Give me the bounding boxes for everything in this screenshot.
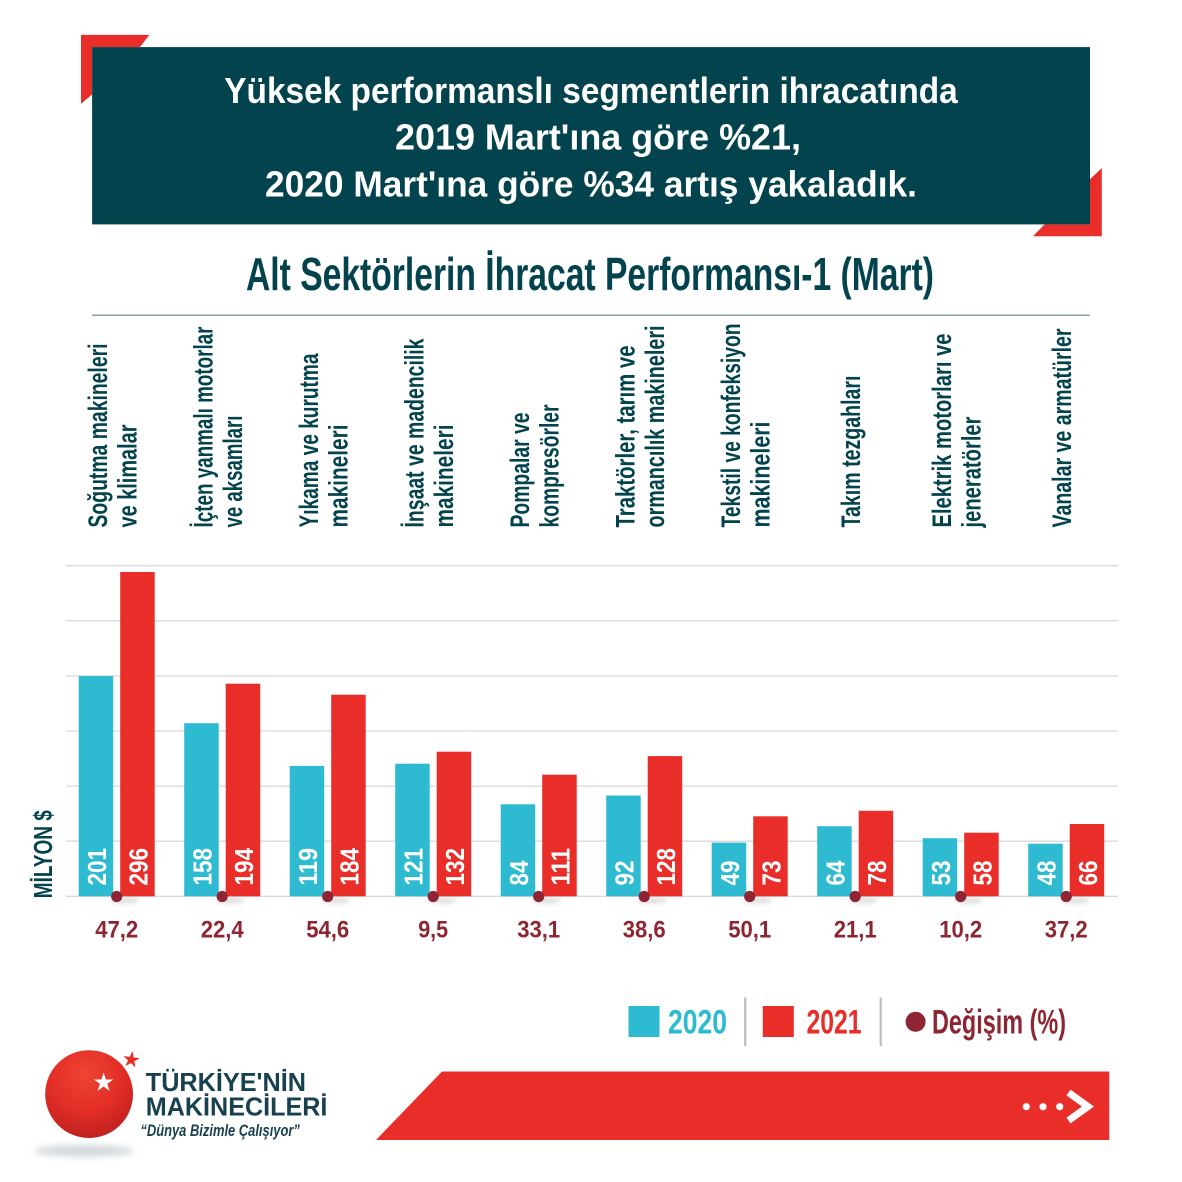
svg-text:201: 201 [82,848,112,886]
svg-text:22,4: 22,4 [201,917,245,944]
svg-text:makineleri: makineleri [429,425,459,528]
svg-text:66: 66 [1073,861,1103,886]
svg-text:58: 58 [968,861,998,886]
svg-text:121: 121 [398,848,428,886]
svg-text:158: 158 [187,848,217,886]
svg-text:Takım tezgahları: Takım tezgahları [836,376,866,528]
svg-text:“Dünya Bizimle Çalışıyor”: “Dünya Bizimle Çalışıyor” [140,1122,300,1140]
svg-text:makineleri: makineleri [324,425,354,528]
svg-text:2020: 2020 [668,1004,727,1042]
svg-text:İnşaat ve madencilik: İnşaat ve madencilik [399,338,429,527]
svg-text:Traktörler, tarım ve: Traktörler, tarım ve [610,346,640,528]
svg-text:78: 78 [862,861,892,886]
svg-text:ve klimalar: ve klimalar [113,425,143,528]
svg-text:53: 53 [926,861,956,886]
svg-text:184: 184 [334,848,364,886]
svg-text:38,6: 38,6 [623,917,666,944]
svg-text:MİLYON $: MİLYON $ [28,810,58,898]
svg-text:makineleri: makineleri [746,422,776,528]
svg-text:132: 132 [440,848,470,886]
svg-text:296: 296 [123,848,153,886]
svg-text:33,1: 33,1 [517,917,560,944]
svg-text:Soğutma makineleri: Soğutma makineleri [83,344,113,528]
svg-text:84: 84 [504,860,534,885]
svg-text:Yüksek performanslı segmentler: Yüksek performanslı segmentlerin ihracat… [224,70,958,111]
svg-text:119: 119 [293,848,323,886]
svg-text:48: 48 [1032,861,1062,886]
svg-text:73: 73 [757,861,787,886]
svg-text:Vanalar ve armatürler: Vanalar ve armatürler [1047,329,1077,528]
svg-text:54,6: 54,6 [306,917,349,944]
svg-text:49: 49 [715,861,745,886]
svg-text:Alt Sektörlerin İhracat Perfor: Alt Sektörlerin İhracat Performansı-1 (M… [246,248,934,300]
svg-text:111: 111 [546,848,576,886]
svg-text:64: 64 [821,860,851,885]
svg-text:TÜRKİYE'NİN: TÜRKİYE'NİN [146,1067,306,1097]
svg-text:Pompalar ve: Pompalar ve [505,413,535,528]
svg-text:37,2: 37,2 [1045,917,1088,944]
svg-text:ve aksamları: ve aksamları [218,416,248,528]
svg-text:jeneratörler: jeneratörler [957,417,987,529]
svg-text:50,1: 50,1 [728,917,771,944]
svg-text:128: 128 [651,848,681,886]
svg-text:İçten yanmalı motorlar: İçten yanmalı motorlar [188,327,218,528]
svg-text:kompresörler: kompresörler [535,405,565,528]
svg-text:2020 Mart'ına göre %34 artış y: 2020 Mart'ına göre %34 artış yakaladık. [265,163,917,204]
svg-text:Yıkama ve kurutma: Yıkama ve kurutma [294,353,324,527]
svg-text:2019 Mart'ına göre %21,: 2019 Mart'ına göre %21, [395,117,801,158]
svg-text:194: 194 [229,848,259,886]
svg-text:Tekstil ve konfeksiyon: Tekstil ve konfeksiyon [716,324,746,528]
svg-text:92: 92 [610,861,640,886]
svg-text:2021: 2021 [807,1004,862,1042]
svg-text:10,2: 10,2 [939,917,982,944]
svg-text:ormancılık makineleri: ormancılık makineleri [640,326,670,528]
svg-text:9,5: 9,5 [418,917,448,944]
svg-text:21,1: 21,1 [834,917,877,944]
svg-text:47,2: 47,2 [95,917,138,944]
svg-text:Değişim (%): Değişim (%) [932,1004,1066,1042]
svg-text:MAKİNECİLERİ: MAKİNECİLERİ [146,1091,328,1121]
svg-text:Elektrik motorları ve: Elektrik motorları ve [927,334,957,528]
